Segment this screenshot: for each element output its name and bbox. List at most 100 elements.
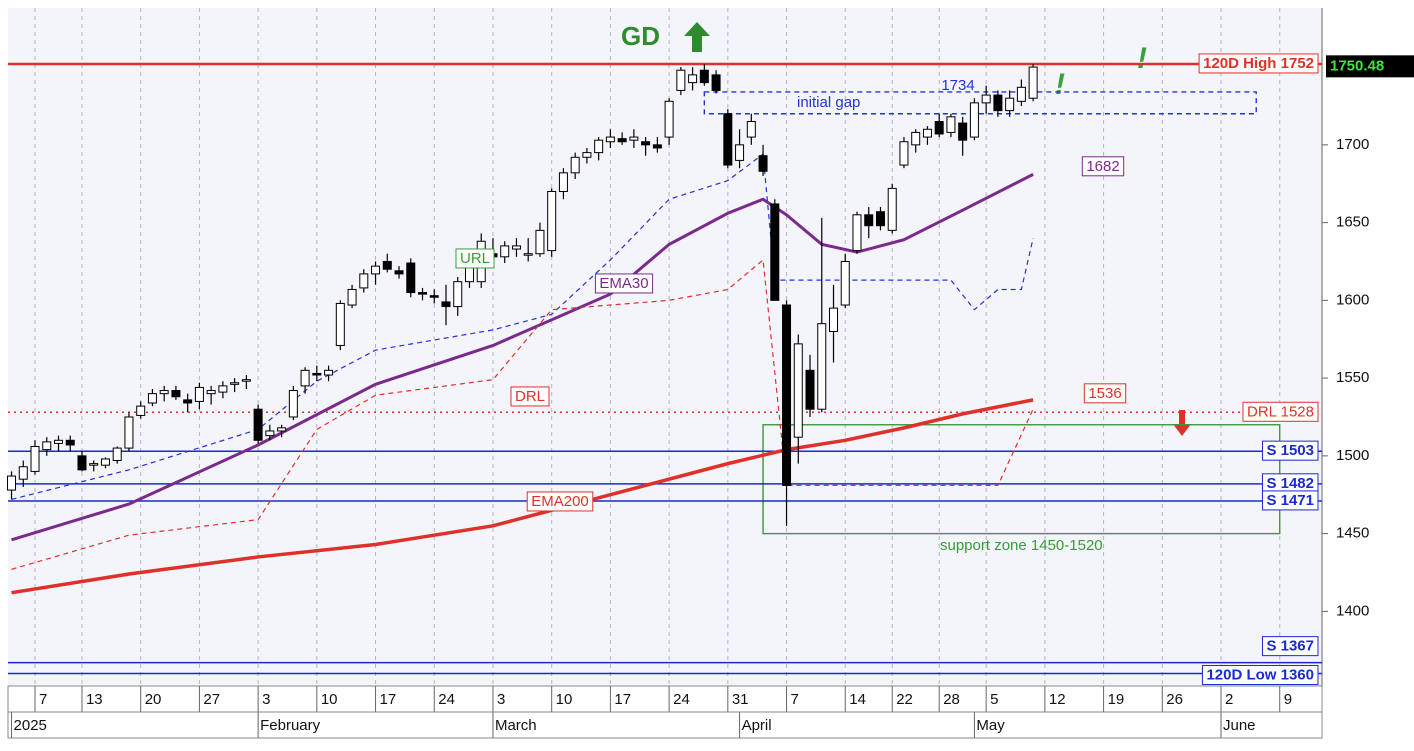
month-label: February [260, 717, 321, 734]
candle-body [300, 369, 310, 387]
candle-body [124, 416, 134, 449]
x-tick-label: 13 [86, 691, 103, 708]
candle-body [42, 441, 52, 451]
candle-body [946, 116, 956, 133]
candle-body [230, 382, 240, 385]
candle-body [7, 475, 17, 491]
zone-label: initial gap [797, 94, 860, 111]
candle-body [558, 172, 568, 192]
label-box [1083, 383, 1127, 404]
label-box [1261, 490, 1319, 511]
candle-body [194, 386, 204, 402]
line-label: DRL [515, 388, 545, 405]
annotation: URL [460, 250, 490, 267]
candle-body [453, 281, 463, 308]
zone [703, 91, 1257, 115]
level-label: S 1482 [1266, 475, 1314, 492]
candle-body [641, 141, 651, 146]
candle-body [758, 155, 768, 172]
candle-body [840, 260, 850, 306]
candle-body [394, 270, 404, 275]
candle-body [664, 100, 674, 138]
candle-body [864, 214, 874, 227]
candle-body [676, 69, 686, 91]
candle-body [629, 136, 639, 141]
candle-body [65, 439, 75, 446]
drl-arrow [1173, 410, 1191, 436]
level-label: S 1471 [1266, 492, 1314, 509]
x-tick-label: 27 [203, 691, 220, 708]
x-tick-label: 9 [1284, 691, 1292, 708]
candle-body [500, 245, 510, 258]
label-box [526, 491, 594, 512]
level-label: 120D Low 1360 [1206, 667, 1314, 684]
x-tick-label: 31 [732, 691, 749, 708]
x-tick-label: 22 [896, 691, 913, 708]
candle-body [746, 121, 756, 138]
indicator-line [11, 258, 1034, 570]
x-tick-label: 3 [262, 691, 270, 708]
y-tick-label: 1650 [1336, 214, 1369, 231]
candle-body [793, 343, 803, 438]
label-box [1261, 440, 1319, 461]
candle-body [934, 121, 944, 135]
candle-body [723, 113, 733, 166]
month-label: May [976, 717, 1005, 734]
level-label: 120D High 1752 [1203, 55, 1314, 72]
candle-body [958, 122, 968, 141]
x-tick-label: 24 [673, 691, 690, 708]
level-label: S 1367 [1266, 638, 1314, 655]
candle-body [171, 390, 181, 398]
candle-body [183, 399, 193, 404]
last-price-box [1326, 55, 1414, 78]
x-tick-label: 5 [990, 691, 998, 708]
indicator-line [11, 173, 1034, 542]
value-note: 1536 [1088, 385, 1121, 402]
x-tick-label: 12 [1049, 691, 1066, 708]
candle-body [817, 323, 827, 410]
y-tick-label: 1700 [1336, 136, 1369, 153]
y-tick-label: 1550 [1336, 369, 1369, 386]
candle-body [875, 211, 885, 227]
y-tick-label: 1500 [1336, 447, 1369, 464]
candle-body [852, 214, 862, 252]
month-label: April [742, 717, 772, 734]
candle-body [89, 463, 99, 466]
x-tick-label: 17 [614, 691, 631, 708]
candle-body [218, 385, 228, 393]
month-label: March [495, 717, 537, 734]
x-tick-label: 28 [943, 691, 960, 708]
x-tick-label: 26 [1166, 691, 1183, 708]
candle-body [535, 229, 545, 255]
candle-body [911, 131, 921, 146]
candle-body [441, 301, 451, 308]
y-tick-label: 1400 [1336, 602, 1369, 619]
title-arrow [684, 22, 710, 52]
x-tick-label: 24 [438, 691, 455, 708]
signal: ! [1137, 42, 1147, 75]
x-tick-label: 17 [380, 691, 397, 708]
candle-body [511, 245, 521, 250]
x-tick-label: 19 [1108, 691, 1125, 708]
candle-body [241, 379, 251, 382]
level-label: DRL 1528 [1247, 403, 1314, 420]
value-note: 1734 [941, 77, 974, 94]
x-tick-label: 7 [791, 691, 799, 708]
candle-body [770, 203, 780, 301]
candle-body [324, 369, 334, 376]
label-box [1081, 156, 1125, 177]
candle-body [77, 455, 87, 471]
candle-body [335, 302, 345, 346]
last-price-label: 1750.48 [1330, 57, 1384, 74]
x-tick-label: 10 [321, 691, 338, 708]
candle-body [277, 427, 287, 432]
candle-body [688, 74, 698, 84]
candle-body [523, 253, 533, 256]
candle-body [652, 144, 662, 149]
month-label: June [1223, 717, 1256, 734]
candle-body [617, 138, 627, 143]
candle-body [993, 94, 1003, 112]
value-note: 1682 [1086, 158, 1119, 175]
x-tick-label: 14 [849, 691, 866, 708]
y-tick-label: 1600 [1336, 291, 1369, 308]
